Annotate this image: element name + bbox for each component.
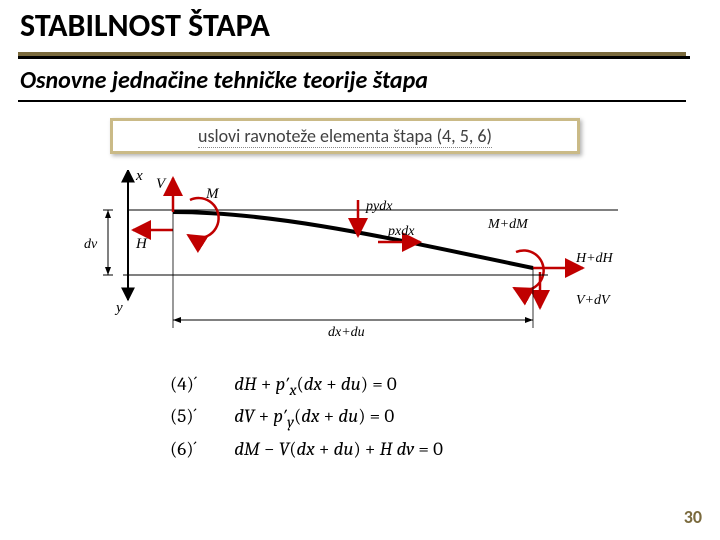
label-M: M — [205, 186, 220, 202]
highlight-box-label: uslovi ravnoteže elementa štapa (4, 5, 6… — [198, 125, 492, 148]
page-number: 30 — [684, 506, 702, 528]
eq4-body: dH + p′x(dx + du) = 0 — [234, 373, 397, 395]
eq4-num: (4)´ — [170, 370, 230, 399]
label-dxdu: dx+du — [328, 325, 365, 340]
highlight-box: uslovi ravnoteže elementa štapa (4, 5, 6… — [110, 118, 580, 154]
eq5-num: (5)´ — [170, 402, 230, 431]
label-pxdx: pxdx — [387, 224, 415, 239]
label-H: H — [135, 236, 148, 252]
highlight-box-text: uslovi ravnoteže elementa štapa (4, 5, 6… — [113, 121, 577, 151]
page-title: STABILNOST ŠTAPA — [20, 6, 270, 45]
equation-4: (4)´ dH + p′x(dx + du) = 0 — [170, 370, 443, 402]
equations-block: (4)´ dH + p′x(dx + du) = 0 (5)´ dV + p′y… — [170, 370, 443, 464]
equation-6: (6)´ dM − V(dx + du) + H dv = 0 — [170, 435, 443, 464]
eq6-num: (6)´ — [170, 435, 230, 464]
label-pydx: pydx — [365, 199, 393, 214]
label-V: V — [156, 176, 167, 192]
axis-x-label: x — [135, 170, 143, 184]
eq5-body: dV + p′y(dx + du) = 0 — [234, 405, 394, 427]
beam-diagram: x y dv V H M pydx pxdx M+dM H+dH V+dV dx… — [78, 170, 638, 350]
subtitle-rule — [18, 100, 686, 102]
label-Vdv: V+dV — [576, 293, 611, 308]
page-subtitle: Osnovne jednačine tehničke teorije štapa — [20, 66, 428, 95]
title-rule-black — [18, 56, 690, 59]
equation-5: (5)´ dV + p′y(dx + du) = 0 — [170, 402, 443, 434]
label-Mdm: M+dM — [487, 217, 529, 232]
axis-y-label: y — [114, 300, 123, 316]
eq6-body: dM − V(dx + du) + H dv = 0 — [234, 438, 443, 460]
label-dv: dv — [84, 237, 98, 252]
label-Hdh: H+dH — [575, 251, 614, 266]
